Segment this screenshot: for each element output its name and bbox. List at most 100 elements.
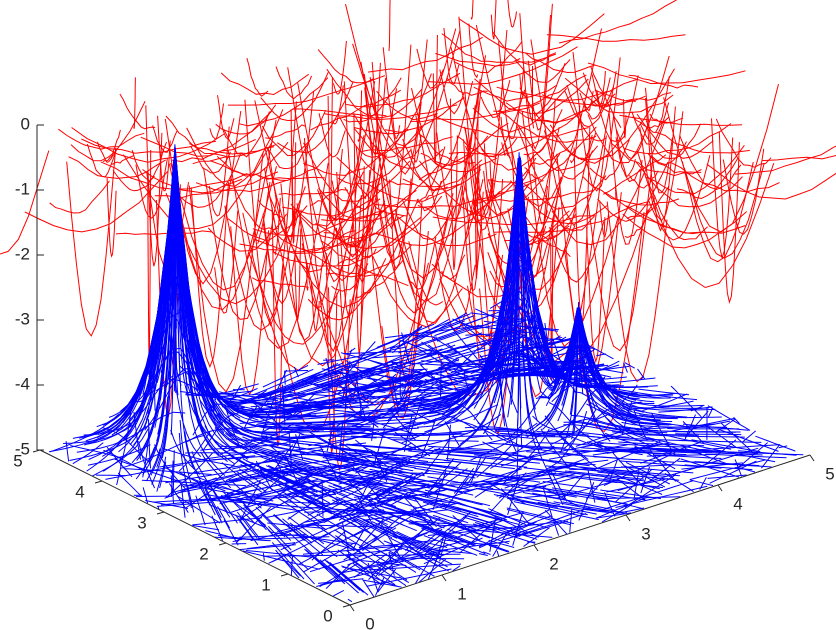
blue-streamlines — [49, 144, 803, 601]
streamline — [607, 202, 667, 382]
streamline — [205, 489, 221, 521]
streamline — [401, 558, 464, 559]
streamline — [649, 155, 710, 240]
streamline — [292, 162, 294, 227]
streamline — [366, 569, 451, 586]
streamline — [173, 450, 174, 495]
z-tick-label: 0 — [21, 114, 30, 133]
z-tick-label: -2 — [15, 244, 30, 263]
streamline — [523, 459, 596, 465]
streamline — [136, 496, 171, 497]
streamline — [224, 520, 238, 546]
streamline — [493, 32, 557, 65]
streamline — [479, 554, 488, 556]
streamline — [231, 226, 269, 394]
x-tick — [350, 605, 354, 611]
streamline — [499, 41, 524, 139]
z-tick-label: -1 — [15, 179, 30, 198]
streamline — [719, 132, 739, 302]
x-tick-label: 5 — [825, 464, 834, 483]
streamline — [348, 599, 352, 602]
streamline — [755, 436, 795, 451]
streamline — [507, 0, 517, 27]
page: 012345012345-5-4-3-2-10 (() => { const d… — [0, 0, 836, 630]
streamline — [547, 35, 686, 42]
streamline — [333, 590, 344, 596]
x-tick-label: 1 — [457, 584, 466, 603]
streamline — [471, 0, 474, 19]
y-tick-label: 0 — [323, 606, 332, 625]
z-tick-label: -5 — [15, 439, 30, 458]
streamline — [490, 162, 492, 185]
streamline — [389, 0, 390, 51]
streamline — [103, 130, 120, 162]
streamline — [261, 72, 329, 120]
y-tick-label: 4 — [75, 482, 84, 501]
streamline — [671, 386, 701, 417]
streamline — [712, 118, 733, 258]
streamline — [67, 148, 116, 336]
streamline — [120, 94, 155, 129]
streamline — [311, 90, 401, 130]
x-tick — [534, 545, 538, 551]
x-tick — [810, 455, 814, 461]
z-tick-label: -4 — [15, 374, 30, 393]
x-tick — [718, 485, 722, 491]
streamline — [378, 548, 413, 576]
streamline — [715, 419, 735, 433]
y-tick — [281, 574, 288, 576]
streamline — [244, 505, 267, 530]
streamline — [349, 348, 355, 352]
streamline — [221, 73, 309, 95]
streamline — [424, 538, 483, 564]
streamline — [497, 551, 499, 556]
streamline — [620, 115, 743, 125]
streamline — [276, 67, 312, 99]
streamline — [318, 579, 363, 584]
streamline — [318, 49, 374, 82]
streamline — [488, 127, 596, 185]
streamline — [328, 77, 332, 220]
x-axis — [350, 455, 810, 605]
streamline — [263, 553, 264, 561]
y-tick-label: 3 — [137, 513, 146, 532]
streamline — [353, 29, 456, 146]
streamline — [153, 125, 177, 152]
streamline — [570, 509, 572, 533]
x-tick-label: 0 — [365, 614, 374, 630]
streamline — [289, 431, 291, 465]
streamline — [25, 172, 168, 232]
y-tick — [95, 481, 102, 483]
y-tick-label: 1 — [261, 575, 270, 594]
streamline — [327, 561, 364, 593]
chart: 012345012345-5-4-3-2-10 — [0, 0, 836, 630]
z-tick-label: -3 — [15, 309, 30, 328]
x-tick-label: 2 — [549, 554, 558, 573]
streamline — [245, 100, 297, 326]
x-tick — [442, 575, 446, 581]
streamline — [71, 101, 145, 161]
y-tick — [157, 512, 164, 514]
streamline — [58, 129, 144, 149]
y-tick-label: 2 — [199, 544, 208, 563]
streamline — [313, 428, 372, 429]
streamline — [370, 77, 480, 302]
streamline — [664, 84, 779, 232]
x-tick-label: 4 — [733, 494, 742, 513]
streamline — [656, 132, 750, 153]
streamline — [735, 133, 836, 174]
x-tick — [626, 515, 630, 521]
streamline — [215, 211, 238, 314]
streamline — [50, 181, 110, 213]
streamline — [313, 416, 381, 417]
x-tick-label: 3 — [641, 524, 650, 543]
streamline — [239, 78, 328, 126]
streamline — [738, 467, 755, 472]
streamline — [762, 143, 836, 161]
streamline — [66, 441, 69, 461]
y-tick — [219, 543, 226, 545]
streamline — [116, 231, 212, 235]
streamline — [690, 480, 713, 486]
y-tick — [343, 605, 350, 607]
streamline — [604, 481, 693, 509]
